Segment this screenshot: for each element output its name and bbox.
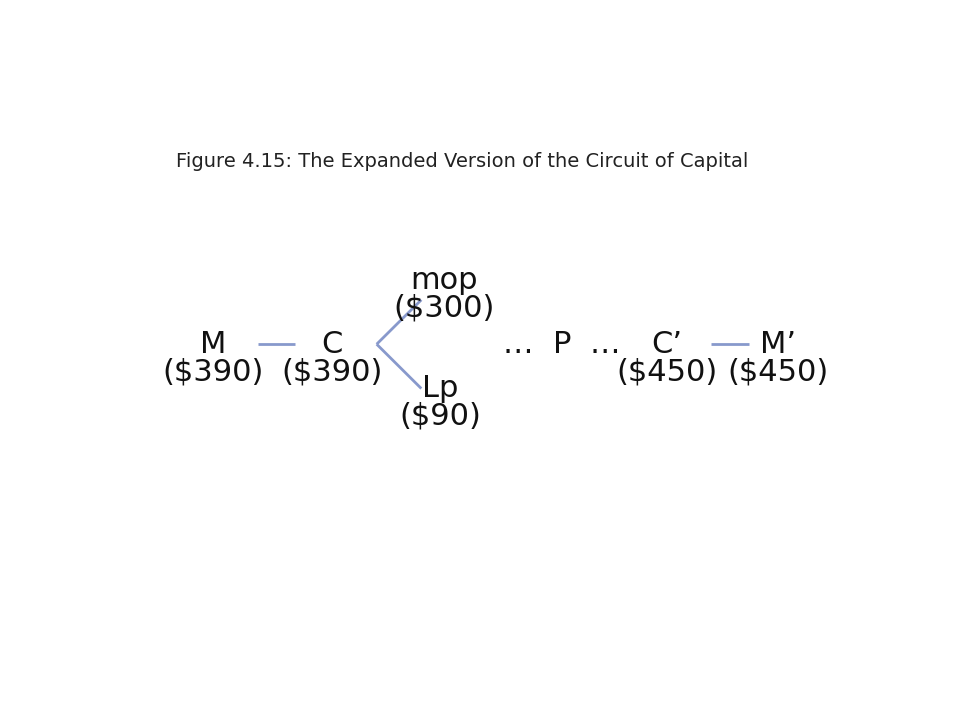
Text: Lp: Lp <box>421 374 458 403</box>
Text: C: C <box>322 330 343 359</box>
Text: mop: mop <box>410 266 477 295</box>
Text: …: … <box>589 330 620 359</box>
Text: ($300): ($300) <box>393 294 494 323</box>
Text: ($90): ($90) <box>399 402 481 431</box>
Text: ($450): ($450) <box>616 357 717 387</box>
Text: P: P <box>554 330 572 359</box>
Text: M’: M’ <box>760 330 797 359</box>
Text: …: … <box>503 330 534 359</box>
Text: M: M <box>200 330 227 359</box>
Text: Figure 4.15: The Expanded Version of the Circuit of Capital: Figure 4.15: The Expanded Version of the… <box>176 152 749 171</box>
Text: ($450): ($450) <box>728 357 829 387</box>
Text: C’: C’ <box>651 330 683 359</box>
Text: ($390): ($390) <box>162 357 264 387</box>
Text: ($390): ($390) <box>281 357 383 387</box>
